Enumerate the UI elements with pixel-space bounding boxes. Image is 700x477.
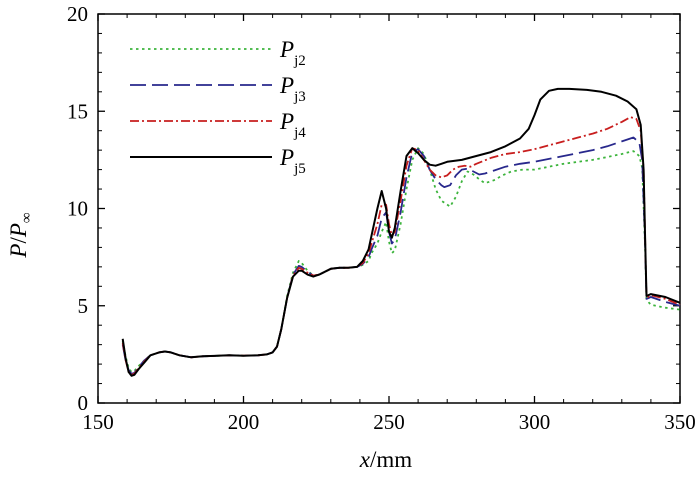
legend-label-sub: j4	[293, 125, 306, 141]
legend-label-sub: j3	[293, 89, 306, 105]
plot-area: 150 200 250 300 350 0 5 10 15 20	[67, 2, 696, 434]
x-tick-label: 350	[664, 410, 696, 434]
y-tick-label: 15	[67, 99, 88, 123]
y-tick-label: 0	[78, 391, 89, 415]
series-line-j3	[121, 136, 681, 375]
series-layer	[121, 87, 681, 377]
legend-label-main: P	[279, 37, 294, 62]
x-axis-title-var: x	[359, 447, 371, 472]
legend-label-j3: Pj3	[279, 73, 306, 105]
x-axis-title: x/mm	[359, 447, 412, 472]
y-axis-title-sep: /	[6, 237, 31, 244]
x-tick-label: 150	[82, 410, 114, 434]
series-line-j4	[121, 116, 681, 376]
legend-label-sub: j5	[293, 161, 306, 177]
x-tick-label: 200	[228, 410, 260, 434]
y-axis-title-sub: ∞	[19, 212, 35, 223]
legend-label-main: P	[279, 109, 294, 134]
y-axis-title-main: P	[6, 244, 31, 259]
series-line-j5	[121, 87, 681, 377]
y-tick-label: 20	[67, 2, 88, 26]
y-axis-title-denom: P	[6, 223, 31, 238]
x-tick-label: 250	[373, 410, 405, 434]
plot-frame	[97, 13, 681, 404]
y-tick-label: 10	[67, 197, 88, 221]
legend-label-j4: Pj4	[279, 109, 306, 141]
legend-label-j2: Pj2	[279, 37, 306, 69]
x-axis-title-unit: /mm	[370, 447, 412, 472]
legend-label-main: P	[279, 73, 294, 98]
axes-labels: x/mm P/P∞	[6, 212, 412, 472]
y-tick-label: 5	[78, 294, 89, 318]
legend-label-sub: j2	[293, 53, 306, 69]
legend-label-j5: Pj5	[279, 145, 306, 177]
y-axis-title: P/P∞	[6, 212, 35, 258]
legend-label-main: P	[279, 145, 294, 170]
x-tick-label: 300	[519, 410, 551, 434]
